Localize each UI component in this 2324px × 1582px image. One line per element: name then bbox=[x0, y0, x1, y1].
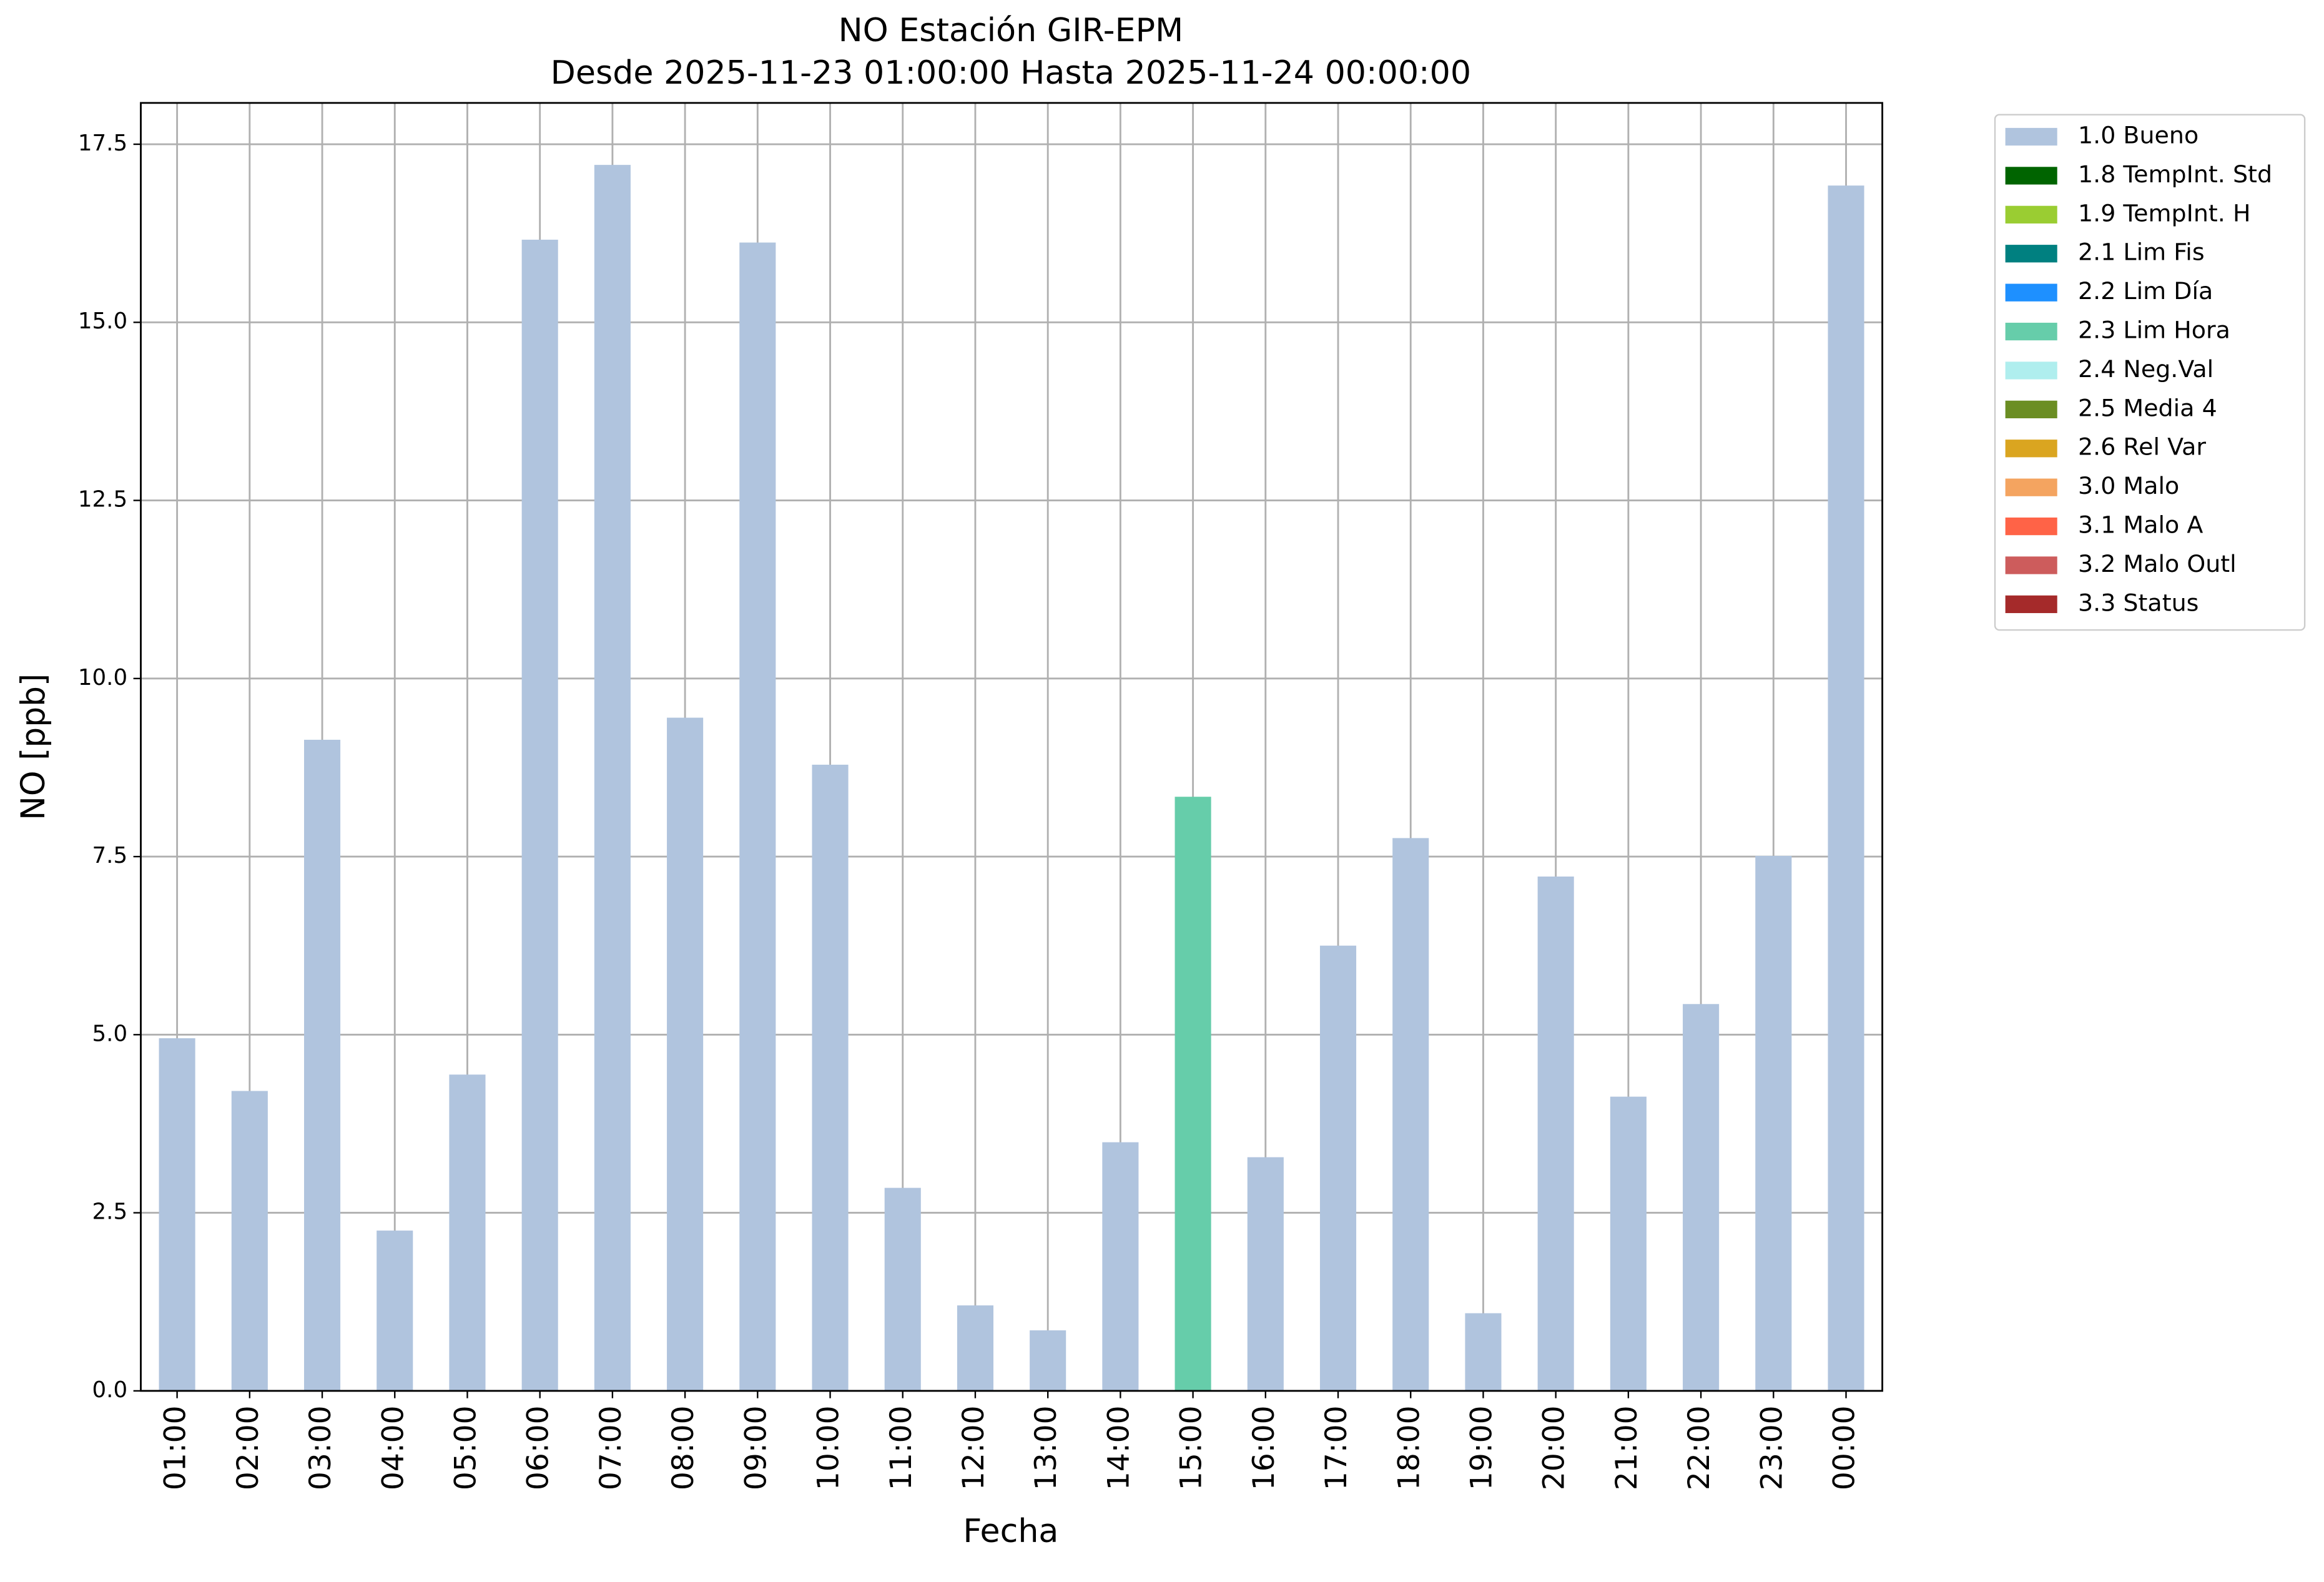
bar bbox=[521, 239, 558, 1391]
bar bbox=[1828, 185, 1864, 1391]
x-tick-label: 08:00 bbox=[666, 1405, 701, 1490]
x-tick-label: 18:00 bbox=[1392, 1405, 1426, 1490]
bar bbox=[667, 717, 704, 1391]
x-tick-label: 21:00 bbox=[1610, 1405, 1644, 1490]
bar bbox=[1102, 1142, 1139, 1391]
bar bbox=[159, 1038, 195, 1391]
x-tick-label: 13:00 bbox=[1029, 1405, 1063, 1490]
legend-swatch bbox=[2005, 283, 2057, 302]
bar bbox=[1319, 945, 1357, 1391]
y-tick-label: 5.0 bbox=[92, 1021, 128, 1046]
legend-label: 2.4 Neg.Val bbox=[2078, 355, 2213, 383]
legend-box bbox=[1994, 114, 2306, 631]
legend-swatch bbox=[2005, 556, 2057, 574]
x-tick-label: 11:00 bbox=[884, 1405, 918, 1490]
bar bbox=[449, 1074, 486, 1391]
legend-swatch bbox=[2005, 517, 2057, 536]
bar bbox=[884, 1187, 921, 1391]
legend-label: 3.0 Malo bbox=[2078, 472, 2179, 499]
legend-swatch bbox=[2005, 595, 2057, 614]
bar bbox=[1537, 877, 1574, 1391]
bar bbox=[1030, 1330, 1066, 1391]
bar bbox=[1683, 1004, 1720, 1391]
legend-swatch bbox=[2005, 440, 2057, 458]
x-tick-label: 22:00 bbox=[1682, 1405, 1716, 1490]
legend-swatch bbox=[2005, 167, 2057, 185]
legend-swatch bbox=[2005, 322, 2057, 341]
y-axis-label: NO [ppb] bbox=[15, 674, 52, 820]
bar bbox=[377, 1231, 413, 1391]
x-tick-label: 03:00 bbox=[303, 1405, 338, 1490]
y-tick-label: 7.5 bbox=[92, 843, 128, 868]
chart-title: NO Estación GIR-EPM bbox=[839, 12, 1184, 49]
legend-label: 3.1 Malo A bbox=[2078, 511, 2203, 539]
legend-swatch bbox=[2005, 127, 2057, 146]
x-tick-label: 17:00 bbox=[1319, 1405, 1354, 1490]
x-tick-label: 04:00 bbox=[376, 1405, 410, 1490]
legend-label: 3.2 Malo Outl bbox=[2078, 550, 2237, 577]
x-tick-label: 14:00 bbox=[1101, 1405, 1136, 1490]
legend-label: 3.3 Status bbox=[2078, 589, 2198, 617]
bar bbox=[231, 1091, 268, 1391]
y-tick-label: 12.5 bbox=[78, 487, 127, 513]
legend-swatch bbox=[2005, 205, 2057, 224]
x-tick-label: 16:00 bbox=[1247, 1405, 1281, 1490]
legend-label: 1.0 Bueno bbox=[2078, 122, 2198, 149]
bar bbox=[1174, 797, 1211, 1391]
y-tick-label: 2.5 bbox=[92, 1199, 128, 1225]
bar bbox=[1247, 1157, 1284, 1391]
bar bbox=[303, 739, 341, 1391]
plot-frame bbox=[140, 102, 1884, 1392]
legend-label: 2.1 Lim Fis bbox=[2078, 238, 2205, 266]
x-tick-label: 19:00 bbox=[1464, 1405, 1499, 1490]
x-tick-label: 00:00 bbox=[1827, 1405, 1861, 1490]
x-tick-label: 01:00 bbox=[158, 1405, 192, 1490]
legend-label: 1.8 TempInt. Std bbox=[2078, 160, 2272, 188]
bar bbox=[739, 242, 776, 1391]
y-tick-label: 10.0 bbox=[78, 665, 127, 690]
x-tick-label: 06:00 bbox=[521, 1405, 556, 1490]
x-tick-label: 07:00 bbox=[594, 1405, 628, 1490]
x-axis-label: Fecha bbox=[963, 1513, 1058, 1550]
x-tick-label: 09:00 bbox=[739, 1405, 773, 1490]
legend-label: 2.5 Media 4 bbox=[2078, 394, 2217, 421]
y-tick-label: 15.0 bbox=[78, 308, 127, 334]
bar bbox=[957, 1305, 994, 1391]
x-tick-label: 15:00 bbox=[1174, 1405, 1208, 1490]
legend-swatch bbox=[2005, 478, 2057, 496]
legend-swatch bbox=[2005, 400, 2057, 419]
x-tick-label: 10:00 bbox=[811, 1405, 845, 1490]
legend-swatch bbox=[2005, 361, 2057, 380]
y-tick-label: 17.5 bbox=[78, 130, 127, 156]
legend-label: 2.3 Lim Hora bbox=[2078, 317, 2230, 344]
bar bbox=[1610, 1096, 1647, 1391]
chart-subtitle: Desde 2025-11-23 01:00:00 Hasta 2025-11-… bbox=[551, 54, 1471, 92]
x-tick-label: 05:00 bbox=[448, 1405, 483, 1490]
bar bbox=[1755, 855, 1792, 1391]
x-tick-label: 12:00 bbox=[957, 1405, 991, 1490]
y-tick-label: 0.0 bbox=[92, 1377, 128, 1403]
bar bbox=[1465, 1313, 1502, 1391]
legend-label: 1.9 TempInt. H bbox=[2078, 199, 2251, 227]
bar bbox=[812, 764, 849, 1391]
legend-label: 2.2 Lim Día bbox=[2078, 277, 2213, 305]
bar bbox=[1392, 838, 1429, 1391]
x-tick-label: 20:00 bbox=[1537, 1405, 1572, 1490]
bar bbox=[594, 165, 631, 1391]
x-tick-label: 23:00 bbox=[1755, 1405, 1789, 1490]
legend-label: 2.6 Rel Var bbox=[2078, 433, 2207, 461]
x-tick-label: 02:00 bbox=[231, 1405, 265, 1490]
legend-swatch bbox=[2005, 245, 2057, 263]
